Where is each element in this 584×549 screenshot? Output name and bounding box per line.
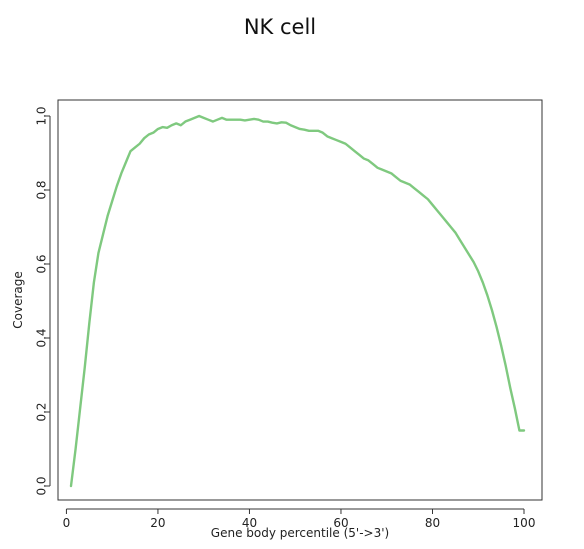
chart-title: NK cell: [244, 15, 316, 39]
plot-frame-group: [57, 99, 543, 501]
x-axis-title: Gene body percentile (5'->3'): [211, 526, 389, 540]
y-tick-label: 1.0: [35, 106, 49, 125]
x-tick-label: 0: [63, 516, 71, 530]
x-tick-label: 40: [242, 516, 257, 530]
x-axis: 0 20 40 60 80 100: [63, 508, 536, 530]
series-group: [69, 114, 526, 488]
plot-frame: [57, 99, 543, 501]
x-tick-label: 20: [150, 516, 165, 530]
y-axis-title: Coverage: [11, 271, 25, 329]
x-tick-label: 100: [513, 516, 536, 530]
x-tick-label: 60: [333, 516, 348, 530]
y-tick-label: 0.0: [35, 476, 49, 495]
y-tick-label: 0.2: [35, 402, 49, 421]
y-tick-label: 0.8: [35, 180, 49, 199]
y-axis: 0.0 0.2 0.4 0.6 0.8 1.0: [35, 106, 51, 496]
x-tick-label: 80: [425, 516, 440, 530]
y-tick-label: 0.6: [35, 254, 49, 273]
y-tick-label: 0.4: [35, 328, 49, 347]
series-line-0: [69, 114, 526, 488]
